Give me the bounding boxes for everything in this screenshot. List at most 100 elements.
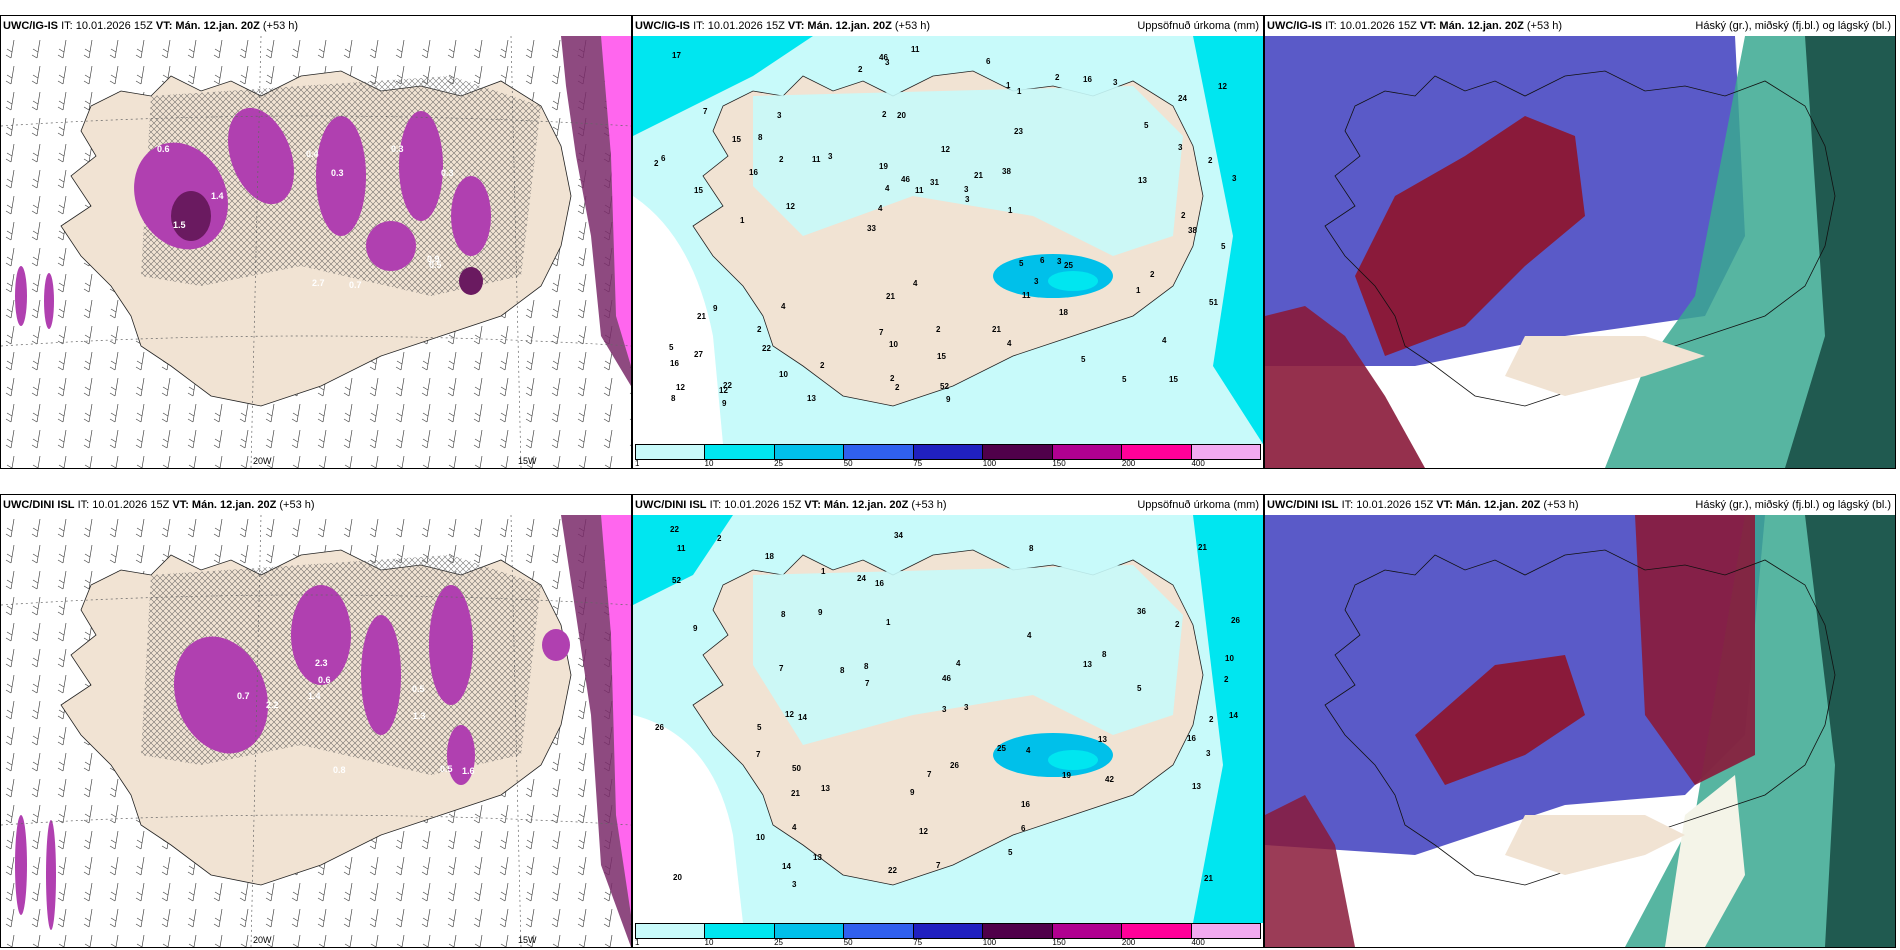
colorbar-cell xyxy=(913,445,984,459)
precip-value: 1 xyxy=(886,618,891,627)
colorbar-cell xyxy=(774,924,845,938)
lead-time: (+53 h) xyxy=(262,20,299,32)
precip-value: 5 xyxy=(1144,121,1149,130)
panel-bottom-middle: UWC/DINI ISL IT: 10.01.2026 15Z VT: Mán.… xyxy=(632,494,1264,948)
precip-value: 2 xyxy=(779,155,784,164)
precip-rate-value: 1.3 xyxy=(413,711,426,721)
colorbar-cells xyxy=(635,444,1261,460)
precip-value: 13 xyxy=(813,853,822,862)
precip-value: 22 xyxy=(888,866,897,875)
wind-precip-map: 2.3 1.6 1.3 0.8 0.5 1.4 2.2 0.6 0.5 0.7 xyxy=(1,515,631,947)
precip-value: 19 xyxy=(1062,771,1071,780)
precip-value: 16 xyxy=(875,579,884,588)
colorbar-cell xyxy=(705,924,775,938)
precip-value-labels: 1515243323222129316222021257335347432454… xyxy=(654,45,1237,408)
precip-value: 46 xyxy=(901,175,910,184)
precip-value: 10 xyxy=(889,340,898,349)
dry-area-sw xyxy=(633,196,723,444)
colorbar-cell xyxy=(705,445,775,459)
graticule xyxy=(1,515,631,947)
valid-label: VT: xyxy=(804,499,821,511)
precip-value: 8 xyxy=(1102,650,1107,659)
iceland-outline xyxy=(1324,70,1836,407)
lead-time: (+53 h) xyxy=(894,20,931,32)
colorbar-cell xyxy=(913,924,984,938)
colorbar-cell xyxy=(636,924,706,938)
precip-value: 2 xyxy=(890,374,895,383)
iceland-outline xyxy=(1324,549,1836,886)
precip-value: 5 xyxy=(1019,259,1024,268)
high-cloud-dense xyxy=(1785,36,1895,468)
precip-value: 13 xyxy=(1138,176,1147,185)
precip-value: 12 xyxy=(941,145,950,154)
precip-value: 3 xyxy=(965,195,970,204)
precip-value: 3 xyxy=(792,880,797,889)
colorbar-tick-label: 150 xyxy=(1052,938,1066,947)
precip-value: 3 xyxy=(964,185,969,194)
panel-top-left: UWC/IG-IS IT: 10.01.2026 15Z VT: Mán. 12… xyxy=(0,15,632,469)
precip-value: 13 xyxy=(807,394,816,403)
colorbar-cell xyxy=(1122,445,1192,459)
precip-value: 12 xyxy=(719,386,728,395)
precip-value: 23 xyxy=(1014,127,1023,136)
precip-value: 9 xyxy=(818,608,823,617)
precip-rate-value: 0.5 xyxy=(429,260,442,270)
low-cloud-sw xyxy=(1265,795,1355,947)
colorbar-cell xyxy=(983,924,1053,938)
precip-value: 8 xyxy=(864,662,869,671)
init-time: IT: 10.01.2026 15Z xyxy=(1325,20,1417,32)
colorbar-cell xyxy=(774,445,845,459)
panel-title: Háský (gr.), miðský (fj.bl.) og lágský (… xyxy=(1695,20,1891,32)
valid-label: VT: xyxy=(787,20,805,32)
precip-value: 1 xyxy=(1017,87,1022,96)
precip-value: 7 xyxy=(936,861,941,870)
precip-core-south-inner xyxy=(1048,750,1098,770)
lon-label-15w: 15W xyxy=(518,456,537,466)
precip-value: 16 xyxy=(1021,800,1030,809)
colorbar-tick-label: 200 xyxy=(1121,459,1136,468)
precip-value: 33 xyxy=(867,224,876,233)
wind-precip-map: 0.3 0.5 0.6 0.3 2.7 0.4 0.7 0.3 1.4 1.5 0.9 xyxy=(1,36,631,468)
precip-value: 7 xyxy=(703,107,708,116)
precip-value: 4 xyxy=(1162,336,1167,345)
precip-band-east xyxy=(1193,36,1263,444)
precip-value: 3 xyxy=(1206,749,1211,758)
low-cloud-area xyxy=(1415,655,1585,785)
precip-value: 4 xyxy=(1027,631,1032,640)
precip-value: 31 xyxy=(930,178,939,187)
precip-value: 10 xyxy=(1225,654,1234,663)
valid-time: Mán. 12.jan. 20Z xyxy=(175,20,260,32)
colorbar-cell xyxy=(1052,445,1123,459)
init-time: IT: 10.01.2026 15Z xyxy=(1341,499,1434,511)
lead-time: (+53 h) xyxy=(911,499,947,511)
precip-value: 20 xyxy=(673,873,682,882)
precip-value: 2 xyxy=(1181,211,1186,220)
model-name: UWC/IG-IS xyxy=(635,20,690,32)
high-cloud-dense xyxy=(1805,515,1895,947)
precip-core-south-inner xyxy=(1048,271,1098,291)
precip-value: 52 xyxy=(672,576,681,585)
colorbar-tick-label: 400 xyxy=(1191,938,1205,947)
precip-value: 15 xyxy=(694,186,703,195)
precip-value: 1 xyxy=(1008,206,1013,215)
precip-value: 25 xyxy=(997,744,1006,753)
model-name: UWC/IG-IS xyxy=(1267,20,1322,32)
precip-value: 36 xyxy=(1137,607,1146,616)
precip-accum-map: 1122262126161613201921337789109810121312… xyxy=(633,515,1263,923)
precip-value: 13 xyxy=(821,784,830,793)
precip-rate-value: 0.5 xyxy=(412,684,425,694)
precip-value: 26 xyxy=(1231,616,1240,625)
colorbar-tick-label: 200 xyxy=(1121,938,1136,947)
precip-value: 42 xyxy=(1105,775,1114,784)
precip-value: 4 xyxy=(956,659,961,668)
precip-value: 22 xyxy=(762,344,771,353)
precip-band-nw xyxy=(633,515,733,605)
precip-value: 9 xyxy=(910,788,915,797)
colorbar-cell xyxy=(636,445,706,459)
precip-value: 24 xyxy=(1178,94,1187,103)
lead-time: (+53 h) xyxy=(1526,20,1563,32)
precip-value: 10 xyxy=(756,833,765,842)
precip-value: 8 xyxy=(781,610,786,619)
precip-value: 11 xyxy=(812,155,821,164)
precip-cores xyxy=(171,191,483,295)
